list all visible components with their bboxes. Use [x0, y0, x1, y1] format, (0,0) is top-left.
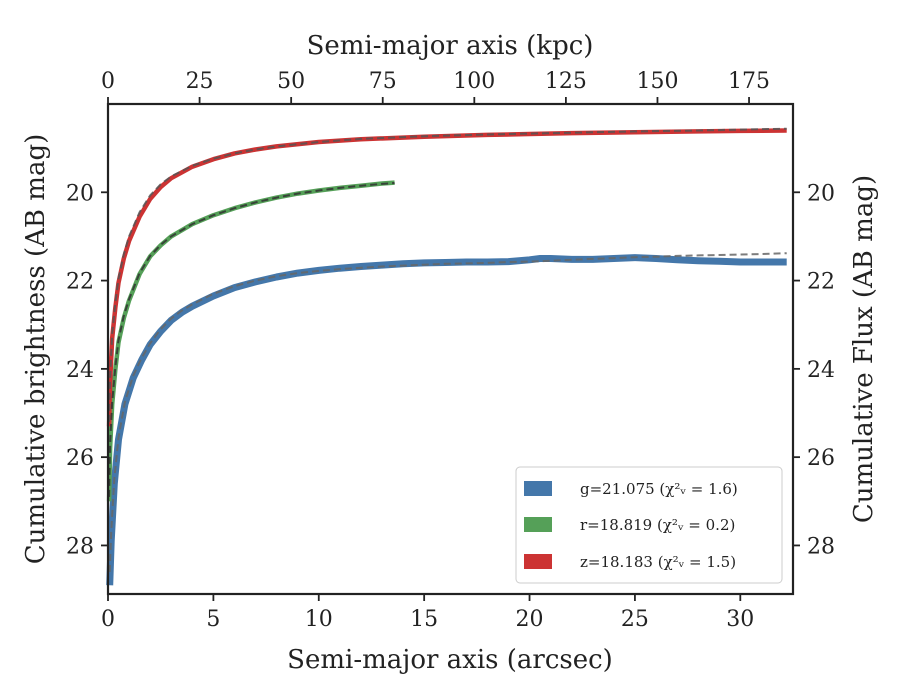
- x2-tick-label: 0: [101, 69, 115, 94]
- x-tick-label: 25: [621, 607, 649, 632]
- y-tick-label: 28: [66, 534, 94, 559]
- y2-tick-label: 22: [807, 270, 835, 295]
- y-tick-label: 22: [66, 270, 94, 295]
- x2-tick-label: 50: [277, 69, 305, 94]
- legend-swatch-r: [524, 517, 552, 532]
- x2-tick-label: 100: [453, 69, 495, 94]
- y-tick-label: 26: [66, 446, 94, 471]
- series-fit-z: [108, 127, 787, 422]
- legend-label-z: z=18.183 (χ²ᵥ = 1.5): [580, 553, 736, 571]
- series-layer: [106, 127, 787, 586]
- x-tick-label: 30: [726, 607, 754, 632]
- plot-frame: [106, 102, 795, 596]
- legend-label-g: g=21.075 (χ²ᵥ = 1.6): [580, 480, 738, 498]
- y2-axis-title: Cumulative Flux (AB mag): [849, 175, 879, 523]
- x2-tick-label: 150: [636, 69, 678, 94]
- x2-tick-label: 125: [545, 69, 587, 94]
- x2-tick-label: 175: [728, 69, 770, 94]
- x-axis-title: Semi-major axis (arcsec): [287, 645, 613, 675]
- axis-ticks: 0 5 10 15 20 25 30 0 25 50 75 100 125 150 175 20 20 22 22 2…: [66, 69, 835, 632]
- y2-tick-label: 20: [807, 181, 835, 206]
- x-tick-label: 0: [101, 607, 115, 632]
- series-fit-r: [108, 182, 395, 497]
- legend-box: [515, 466, 783, 584]
- legend: g=21.075 (χ²ᵥ = 1.6) r=18.819 (χ²ᵥ = 0.2…: [515, 466, 783, 584]
- x-tick-label: 15: [410, 607, 438, 632]
- x-tick-label: 5: [206, 607, 220, 632]
- y2-tick-label: 26: [807, 446, 835, 471]
- series-fit-g: [108, 252, 787, 572]
- legend-swatch-z: [524, 554, 552, 569]
- x2-axis-title: Semi-major axis (kpc): [307, 31, 594, 61]
- legend-label-r: r=18.819 (χ²ᵥ = 0.2): [580, 516, 735, 534]
- x2-tick-label: 25: [186, 69, 214, 94]
- x-tick-label: 10: [305, 607, 333, 632]
- x2-tick-label: 75: [369, 69, 397, 94]
- legend-swatch-g: [524, 481, 552, 496]
- y-tick-label: 20: [66, 181, 94, 206]
- y2-tick-label: 28: [807, 534, 835, 559]
- x-tick-label: 20: [516, 607, 544, 632]
- y2-tick-label: 24: [807, 358, 835, 383]
- y-tick-label: 24: [66, 358, 94, 383]
- y-axis-title: Cumulative brightness (AB mag): [21, 134, 51, 565]
